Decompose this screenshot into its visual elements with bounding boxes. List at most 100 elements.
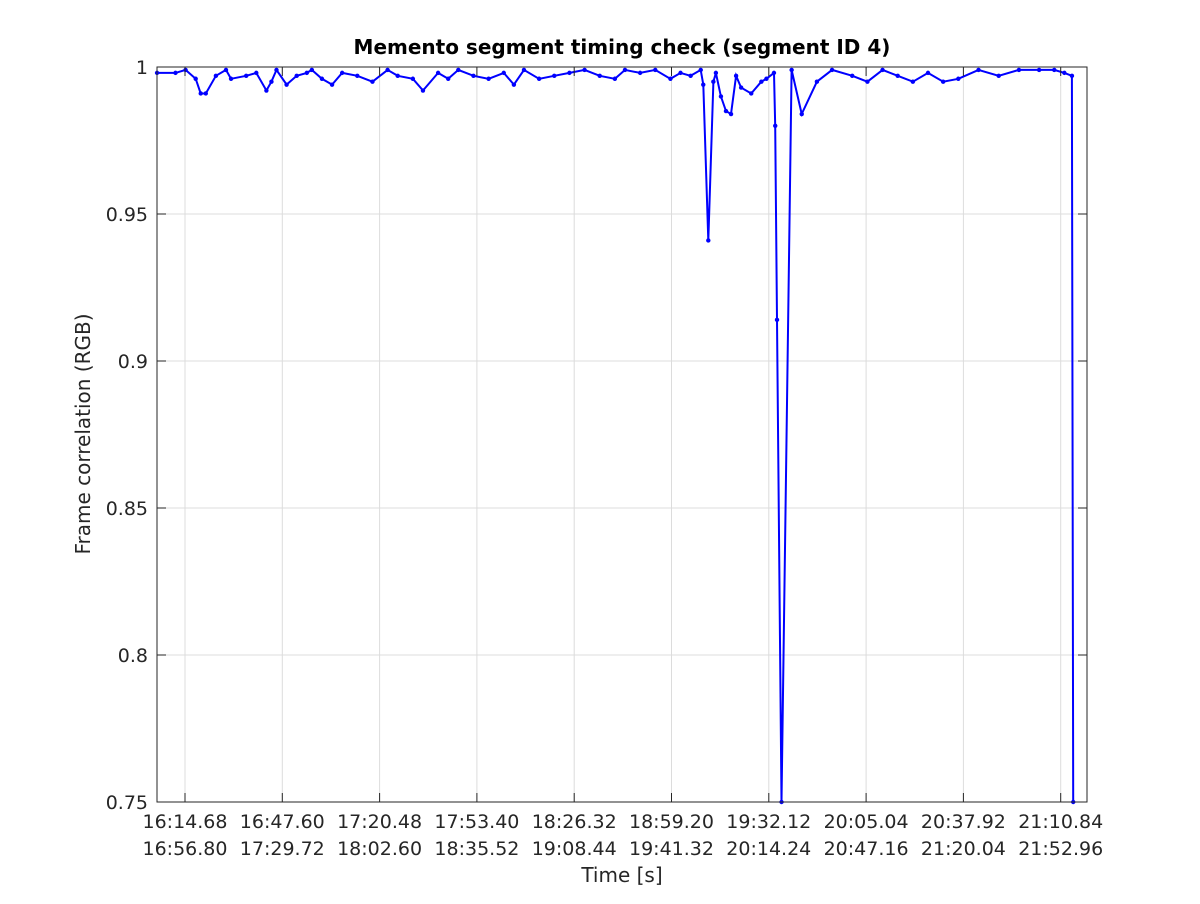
data-point bbox=[996, 73, 1001, 79]
x-tick-label: 20:14.24 bbox=[726, 838, 811, 860]
data-point bbox=[521, 67, 527, 73]
y-tick-label: 0.9 bbox=[118, 351, 148, 373]
x-tick-label: 16:56.80 bbox=[143, 838, 228, 860]
data-point bbox=[764, 76, 769, 81]
data-point bbox=[749, 91, 754, 96]
data-point bbox=[597, 73, 602, 79]
data-point bbox=[552, 73, 557, 79]
x-axis-label: Time [s] bbox=[580, 863, 662, 887]
data-point bbox=[688, 73, 693, 79]
chart-title: Memento segment timing check (segment ID… bbox=[354, 35, 891, 59]
data-point bbox=[668, 76, 673, 81]
data-point bbox=[910, 79, 916, 84]
data-point bbox=[771, 70, 777, 76]
data-point bbox=[706, 238, 711, 243]
y-tick-label: 0.95 bbox=[106, 204, 148, 226]
x-tick-label: 19:41.32 bbox=[629, 838, 714, 860]
data-point bbox=[198, 91, 203, 96]
data-point bbox=[723, 108, 729, 114]
data-point bbox=[269, 79, 274, 84]
data-point bbox=[284, 82, 289, 87]
x-tick-label: 17:53.40 bbox=[434, 811, 519, 833]
data-point bbox=[410, 76, 416, 81]
data-point bbox=[880, 67, 885, 73]
data-point bbox=[193, 76, 198, 81]
data-point bbox=[895, 73, 900, 79]
data-point bbox=[329, 82, 335, 87]
axes-box bbox=[156, 66, 1088, 803]
data-point bbox=[850, 73, 855, 79]
data-point bbox=[536, 76, 542, 81]
data-point bbox=[1036, 67, 1042, 73]
data-point bbox=[471, 73, 476, 79]
y-axis-label: Frame correlation (RGB) bbox=[71, 313, 95, 554]
x-tick-label: 17:20.48 bbox=[337, 811, 422, 833]
y-tick-label: 0.8 bbox=[118, 645, 148, 667]
x-tick-label: 20:05.04 bbox=[824, 811, 909, 833]
data-point bbox=[1062, 70, 1067, 76]
data-point bbox=[456, 67, 461, 73]
data-point bbox=[718, 94, 724, 99]
data-point bbox=[511, 82, 517, 87]
series-layer bbox=[154, 67, 1076, 805]
data-point bbox=[254, 70, 259, 76]
data-point bbox=[976, 67, 981, 73]
data-point bbox=[501, 70, 506, 76]
data-point bbox=[733, 73, 739, 79]
grid bbox=[157, 67, 1087, 802]
x-tick-label: 21:20.04 bbox=[921, 838, 1006, 860]
data-point bbox=[223, 67, 229, 73]
data-point bbox=[228, 76, 234, 81]
data-point bbox=[789, 67, 794, 73]
x-tick-label: 20:47.16 bbox=[824, 838, 909, 860]
y-tick-label: 0.85 bbox=[106, 498, 148, 520]
data-point bbox=[925, 70, 931, 76]
data-point bbox=[940, 79, 946, 84]
data-point bbox=[582, 67, 587, 73]
data-point bbox=[395, 73, 400, 79]
data-point bbox=[173, 70, 178, 76]
data-point bbox=[183, 67, 188, 73]
data-point bbox=[567, 70, 572, 76]
data-point bbox=[713, 70, 719, 76]
x-tick-label: 18:26.32 bbox=[532, 811, 617, 833]
data-point bbox=[698, 67, 703, 73]
data-point bbox=[799, 111, 804, 117]
data-point bbox=[728, 111, 734, 117]
x-tick-label: 17:29.72 bbox=[240, 838, 325, 860]
data-point bbox=[829, 67, 835, 73]
data-point bbox=[385, 67, 390, 73]
data-point bbox=[773, 123, 778, 128]
data-point bbox=[309, 67, 315, 73]
data-point bbox=[711, 79, 716, 84]
x-tick-label: 19:32.12 bbox=[726, 811, 811, 833]
data-point bbox=[319, 76, 325, 81]
data-point bbox=[701, 82, 706, 87]
data-point bbox=[1052, 67, 1057, 73]
data-point bbox=[1069, 73, 1075, 79]
data-point bbox=[420, 88, 426, 93]
data-point bbox=[486, 76, 491, 81]
data-point bbox=[759, 79, 764, 84]
data-point bbox=[355, 73, 360, 79]
x-tick-label: 20:37.92 bbox=[921, 811, 1006, 833]
data-point bbox=[370, 79, 375, 84]
data-point bbox=[274, 67, 279, 73]
x-tick-label: 16:14.68 bbox=[143, 811, 228, 833]
data-point bbox=[814, 79, 820, 84]
y-tick-label: 1 bbox=[136, 57, 148, 79]
data-point bbox=[622, 67, 628, 73]
y-tick-label: 0.75 bbox=[106, 792, 148, 814]
x-tick-label: 16:47.60 bbox=[240, 811, 325, 833]
data-point bbox=[446, 76, 451, 81]
data-point bbox=[865, 79, 870, 84]
data-point bbox=[339, 70, 345, 76]
data-point bbox=[243, 73, 249, 79]
x-tick-label: 19:08.44 bbox=[532, 838, 617, 860]
x-tick-label: 21:10.84 bbox=[1018, 811, 1103, 833]
x-tick-label: 18:02.60 bbox=[337, 838, 422, 860]
x-tick-label: 18:59.20 bbox=[629, 811, 714, 833]
